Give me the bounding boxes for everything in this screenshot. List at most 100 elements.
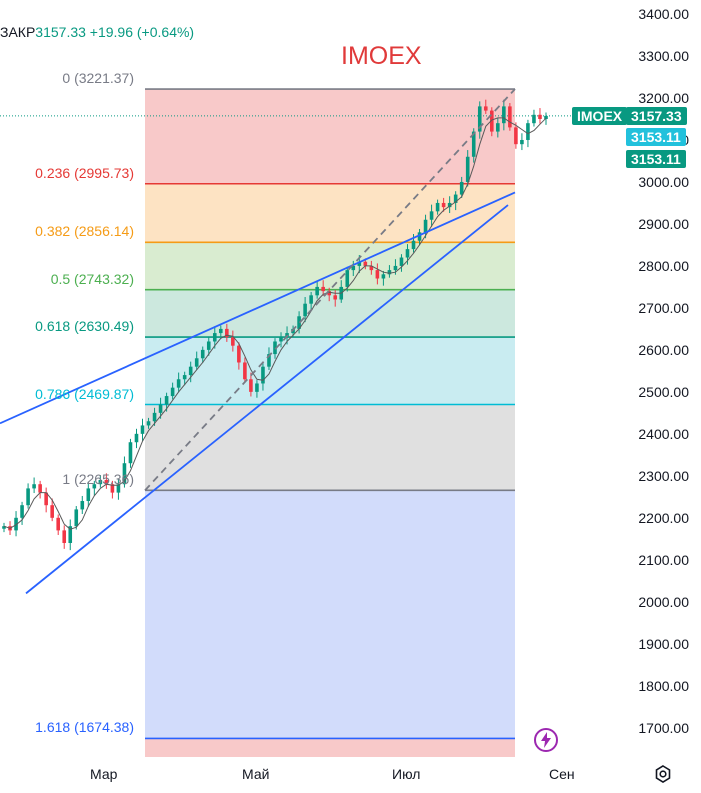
price-tick-label: 2000.00 <box>638 593 689 610</box>
candle-body <box>62 530 67 543</box>
candle-body <box>526 123 530 140</box>
candle-body <box>134 433 139 443</box>
candle-body <box>381 274 386 279</box>
candle-body <box>399 257 404 266</box>
candle-body <box>116 484 121 493</box>
price-tick-label: 3200.00 <box>638 90 689 106</box>
bolt-icon[interactable] <box>533 727 559 753</box>
candle-body <box>514 127 518 145</box>
candle-body <box>158 404 163 413</box>
candle-body <box>273 341 277 355</box>
candle-body <box>327 291 331 296</box>
chart-title: IMOEX <box>341 42 422 70</box>
candle-body <box>267 354 271 367</box>
fib-level-label: 1.618 (1674.38) <box>35 719 134 736</box>
level-badge-1: 3153.11 <box>626 128 686 146</box>
candle-body <box>279 337 283 342</box>
candle-body <box>297 316 301 329</box>
fib-level-label: 0.5 (2743.32) <box>50 270 134 287</box>
level-badge-2: 3153.11 <box>626 150 686 168</box>
candle-body <box>538 114 542 119</box>
candle-body <box>243 362 247 380</box>
candle-body <box>477 106 482 132</box>
gear-icon[interactable] <box>654 765 672 783</box>
candle-body <box>544 115 548 119</box>
candle-body <box>441 202 446 208</box>
candle-body <box>405 249 410 258</box>
candle-body <box>140 425 145 434</box>
candle-body <box>369 265 374 271</box>
price-tick-label: 2800.00 <box>638 257 689 274</box>
candle-body <box>98 480 103 485</box>
candle-body <box>38 484 42 493</box>
candle-body <box>26 488 30 506</box>
candle-body <box>32 484 36 489</box>
header-close: 3157.33 <box>35 24 86 40</box>
candle-body <box>110 484 115 493</box>
candle-body <box>483 106 488 111</box>
candle-body <box>261 366 265 384</box>
trendlines <box>0 88 516 595</box>
header-prefix: ЗАКР <box>0 24 36 40</box>
fib-zone <box>145 89 515 184</box>
candle-body <box>387 270 392 275</box>
candle-body <box>471 131 476 157</box>
candle-body <box>351 265 356 271</box>
candle-body <box>219 328 223 334</box>
candle-body <box>92 484 97 489</box>
candle-body <box>206 341 211 350</box>
fib-anchor-line <box>144 88 516 491</box>
fib-level-label: 0.786 (2469.87) <box>35 385 134 402</box>
fib-level-label: 0 (3221.37) <box>62 70 134 87</box>
candle-body <box>255 383 259 392</box>
candle-body <box>188 366 193 376</box>
candle-body <box>225 328 229 338</box>
header-change: +19.96 (+0.64%) <box>89 24 195 40</box>
candle-body <box>212 333 217 342</box>
candle-body <box>50 505 54 518</box>
candle-body <box>321 286 325 292</box>
fib-zone <box>145 738 515 757</box>
candle-body <box>417 232 422 241</box>
candle-body <box>429 211 434 220</box>
candle-body <box>333 295 338 300</box>
candle-body <box>200 349 205 359</box>
fibonacci-lines <box>0 88 572 740</box>
upper-trendline <box>0 191 516 425</box>
candle-body <box>104 480 109 485</box>
price-tick-label: 2400.00 <box>638 425 689 442</box>
price-tick-label: 2600.00 <box>638 341 689 358</box>
candle-body <box>2 526 6 529</box>
candle-body <box>363 261 368 266</box>
fib-level-label: 0.382 (2856.14) <box>35 223 134 240</box>
lower-trendline <box>25 204 509 595</box>
candle-body <box>520 139 524 145</box>
price-tick-label: 2900.00 <box>638 215 689 232</box>
fib-level-label: 0.618 (2630.49) <box>35 318 134 335</box>
price-tick-label: 1900.00 <box>638 635 689 652</box>
candle-body <box>459 181 464 195</box>
candle-body <box>375 270 380 279</box>
candle-body <box>176 379 181 388</box>
candle-body <box>315 286 319 296</box>
candle-body <box>490 110 494 132</box>
candle-body <box>194 358 199 367</box>
last-price-badge: 3157.33 <box>626 107 687 125</box>
candle-body <box>465 156 470 182</box>
price-tick-label: 1700.00 <box>638 719 689 736</box>
price-tick-label: 3300.00 <box>638 48 689 65</box>
candle-body <box>453 194 458 203</box>
candle-body <box>164 396 169 405</box>
candle-body <box>249 379 253 392</box>
candle-body <box>80 501 85 510</box>
candle-body <box>68 526 73 543</box>
fib-level-label: 1 (2265.36) <box>62 471 134 488</box>
price-tick-label: 3400.00 <box>638 6 689 23</box>
fib-zone <box>145 337 515 405</box>
candle-body <box>411 240 416 250</box>
candle-body <box>435 202 440 212</box>
candle-body <box>128 442 133 464</box>
candle-body <box>14 517 18 531</box>
moving-average-line <box>3 117 547 530</box>
